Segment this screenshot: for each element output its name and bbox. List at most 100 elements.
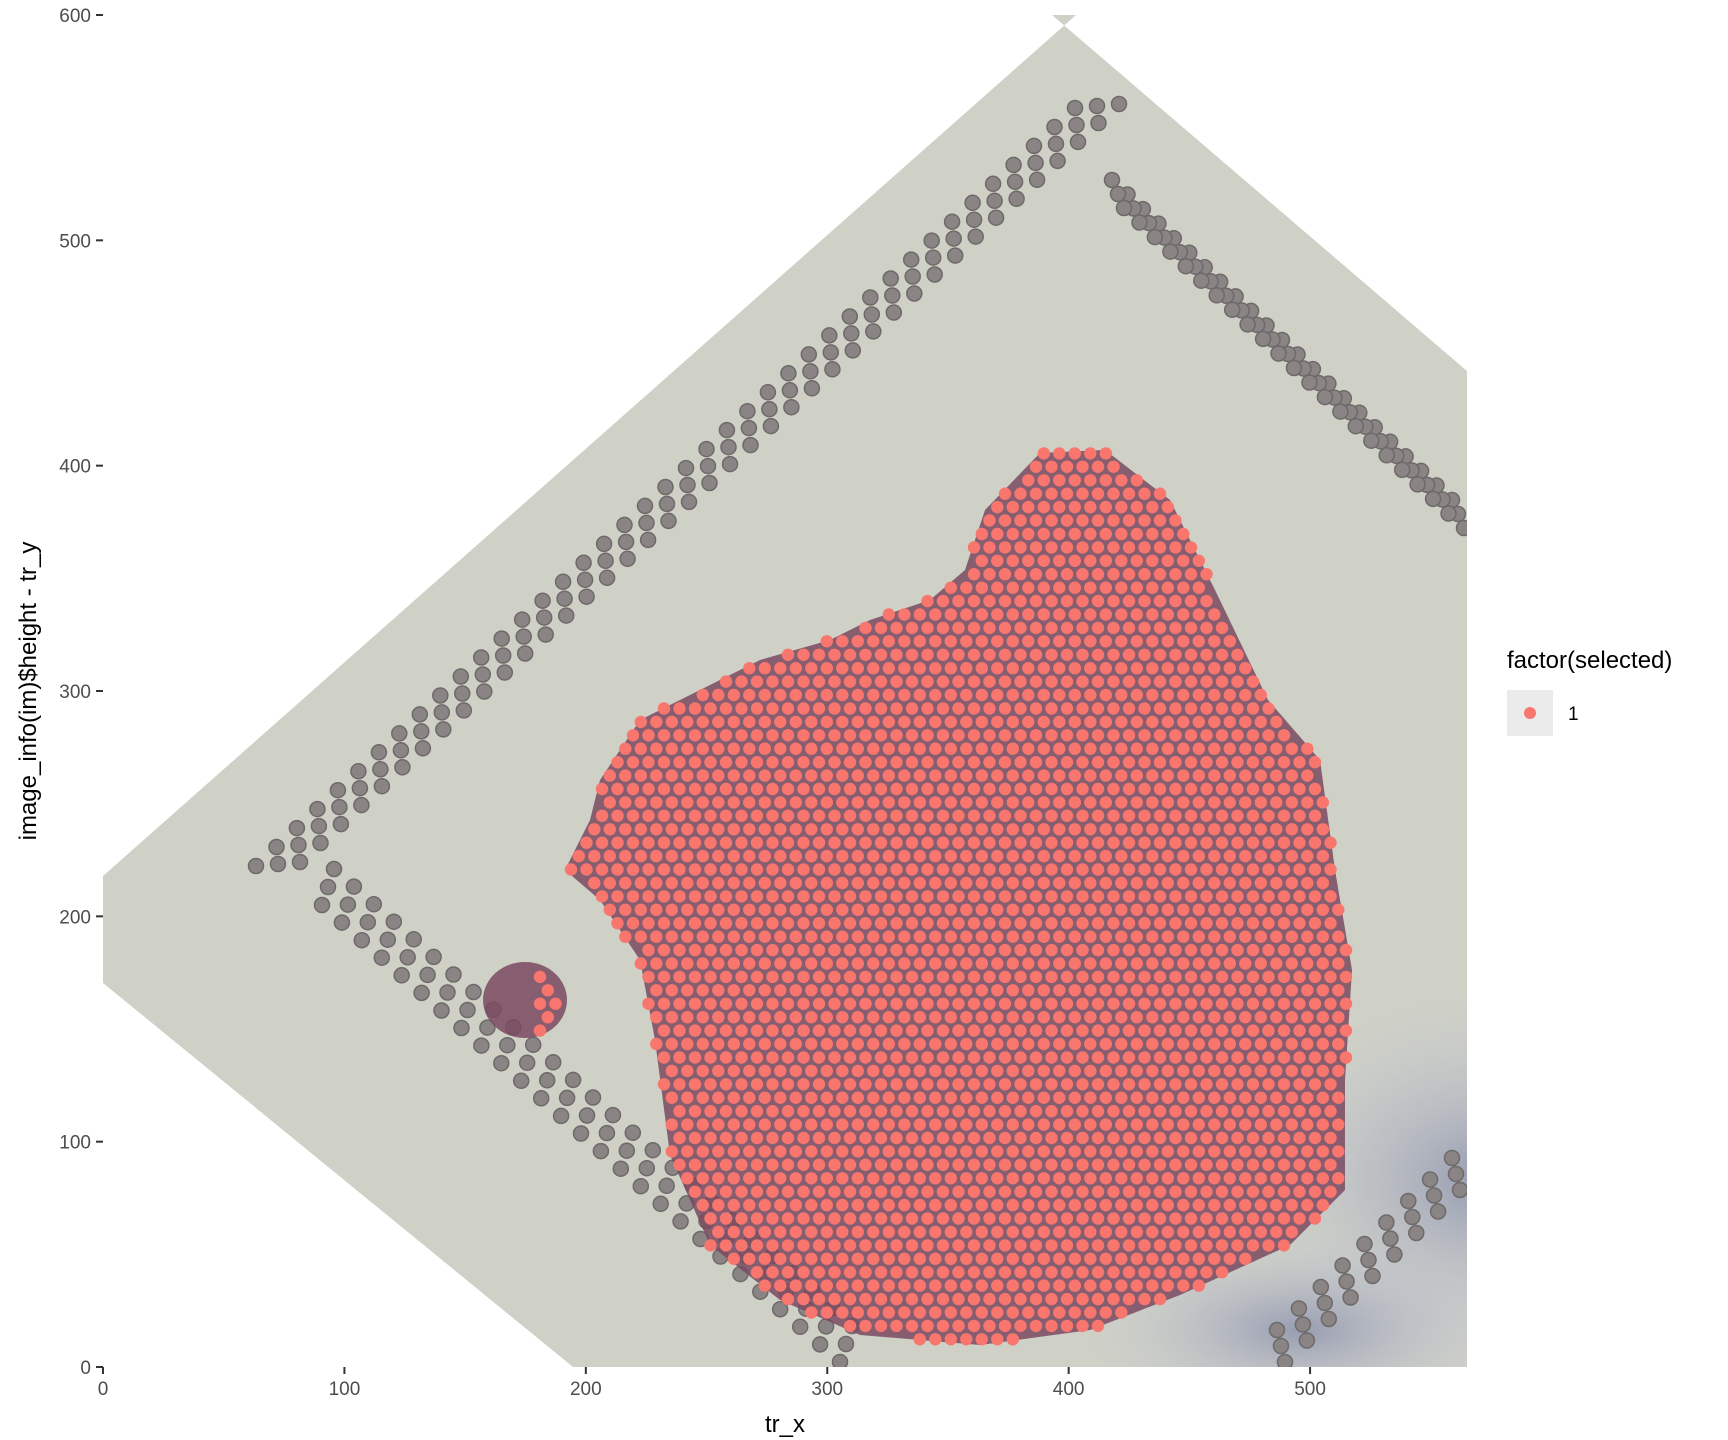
data-point (1084, 1064, 1097, 1078)
data-point (1231, 863, 1244, 876)
data-point (1177, 1279, 1190, 1292)
data-point (1192, 635, 1206, 648)
fiducial-dot (1425, 1187, 1443, 1204)
data-point (1099, 608, 1113, 621)
data-point (1037, 796, 1051, 809)
data-point (1068, 1306, 1082, 1319)
data-point (921, 1158, 934, 1172)
data-point (1146, 876, 1159, 890)
data-point (1014, 836, 1027, 849)
data-point (1215, 1266, 1229, 1279)
data-point (1246, 917, 1260, 930)
data-point (867, 984, 880, 997)
data-point (1301, 742, 1314, 755)
data-point (1014, 729, 1027, 742)
data-point (1115, 742, 1128, 755)
data-point (998, 863, 1012, 876)
data-point (1192, 1037, 1206, 1051)
data-point (921, 702, 934, 715)
data-point (1029, 729, 1043, 742)
data-point (921, 675, 934, 688)
data-point (983, 541, 996, 554)
data-point (991, 500, 1004, 514)
fiducial-dot (657, 478, 674, 496)
fiducial-dot (824, 361, 841, 378)
data-point (836, 662, 849, 675)
data-point (874, 756, 888, 769)
data-point (921, 1319, 934, 1333)
data-point (1192, 742, 1206, 755)
data-point (572, 849, 585, 863)
data-point (727, 1252, 740, 1266)
data-point (967, 943, 981, 957)
data-point (681, 1091, 694, 1104)
data-point (1060, 890, 1074, 903)
data-point (936, 648, 950, 661)
data-point (1262, 809, 1275, 822)
data-point (1138, 997, 1151, 1010)
data-point (836, 796, 849, 809)
fiducial-dot (1025, 137, 1043, 155)
data-point (1200, 890, 1213, 903)
data-point (952, 943, 965, 957)
data-point (898, 1118, 911, 1131)
data-point (1177, 957, 1190, 970)
data-point (874, 1131, 888, 1145)
data-point (828, 1105, 841, 1118)
fiducial-dot (783, 398, 800, 416)
data-point (898, 1011, 911, 1024)
data-point (1146, 1252, 1159, 1266)
data-point (797, 1292, 810, 1306)
data-point (1332, 1037, 1345, 1051)
data-point (1177, 1118, 1190, 1131)
data-point (774, 796, 787, 809)
data-point (1053, 823, 1066, 836)
data-point (843, 1266, 857, 1279)
data-point (836, 1064, 849, 1078)
data-point (828, 702, 841, 715)
data-point (1285, 769, 1299, 782)
data-point (836, 1306, 849, 1319)
data-point (812, 1212, 826, 1225)
data-point (967, 1158, 981, 1172)
data-point (1091, 648, 1105, 661)
data-point (1254, 930, 1268, 943)
data-point (634, 957, 647, 970)
data-point (1076, 1131, 1089, 1145)
data-point (735, 782, 748, 796)
data-point (983, 514, 996, 527)
data-point (1014, 782, 1027, 796)
data-point (1022, 1037, 1035, 1051)
data-point (828, 1051, 841, 1064)
data-point (1177, 1172, 1190, 1185)
fiducial-dot (392, 742, 410, 759)
data-point (1200, 809, 1213, 822)
data-point (1091, 943, 1105, 957)
data-point (1107, 729, 1120, 742)
data-point (1208, 876, 1221, 890)
data-point (781, 836, 795, 849)
data-point (1115, 608, 1128, 621)
data-point (797, 1158, 810, 1172)
fiducial-dot (309, 800, 326, 818)
data-point (1308, 1051, 1322, 1064)
data-point (1084, 742, 1097, 755)
data-point (1053, 715, 1066, 729)
data-point (696, 957, 709, 970)
data-point (805, 876, 818, 890)
data-point (704, 1105, 717, 1118)
data-point (905, 890, 919, 903)
data-point (774, 957, 787, 970)
data-point (1177, 1225, 1190, 1239)
data-point (1332, 903, 1345, 916)
data-point (874, 809, 888, 822)
data-point (727, 849, 740, 863)
fiducial-dot (325, 860, 343, 878)
fiducial-dot (351, 779, 369, 797)
data-point (673, 1078, 686, 1091)
fiducial-dot (1447, 1165, 1465, 1183)
data-point (1099, 796, 1113, 809)
data-point (859, 702, 872, 715)
data-point (1200, 997, 1213, 1010)
data-point (874, 1292, 888, 1306)
